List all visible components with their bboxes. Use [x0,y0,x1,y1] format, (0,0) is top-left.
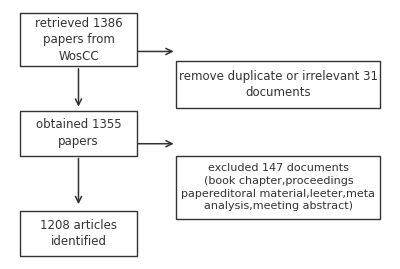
Text: 1208 articles
identified: 1208 articles identified [40,219,117,248]
Text: remove duplicate or irrelevant 31
documents: remove duplicate or irrelevant 31 docume… [179,70,378,99]
FancyBboxPatch shape [176,155,380,219]
Text: excluded 147 documents
(book chapter,proceedings
papereditoral material,leeter,m: excluded 147 documents (book chapter,pro… [181,163,375,211]
FancyBboxPatch shape [176,61,380,108]
FancyBboxPatch shape [20,13,137,66]
FancyBboxPatch shape [20,211,137,256]
FancyBboxPatch shape [20,111,137,155]
Text: obtained 1355
papers: obtained 1355 papers [36,118,121,148]
Text: retrieved 1386
papers from
WosCC: retrieved 1386 papers from WosCC [35,17,122,63]
